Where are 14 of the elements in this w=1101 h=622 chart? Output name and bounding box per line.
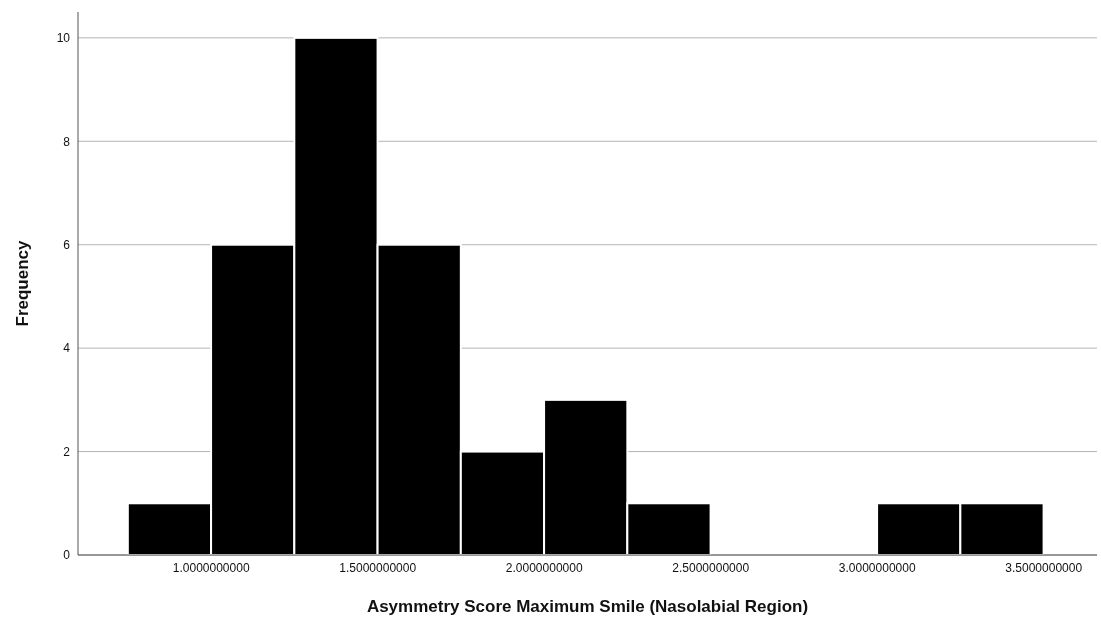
x-tick-label: 1.0000000000 [172,560,250,575]
y-tick-label: 10 [56,31,71,46]
y-tick-label: 4 [63,341,71,356]
x-tick-label: 2.0000000000 [505,560,583,575]
y-tick-label: 2 [63,444,71,459]
x-axis-title: Asymmetry Score Maximum Smile (Nasolabial Region) [366,597,809,616]
y-axis-title: Frequency [13,239,33,327]
x-tick-label: 2.5000000000 [672,560,750,575]
x-tick-label: 1.5000000000 [339,560,417,575]
x-tick-label: 3.0000000000 [838,560,916,575]
y-tick-label: 6 [63,237,71,252]
y-tick-label: 8 [63,134,71,149]
y-tick-label: 0 [63,548,71,563]
x-tick-label: 3.5000000000 [1005,560,1083,575]
